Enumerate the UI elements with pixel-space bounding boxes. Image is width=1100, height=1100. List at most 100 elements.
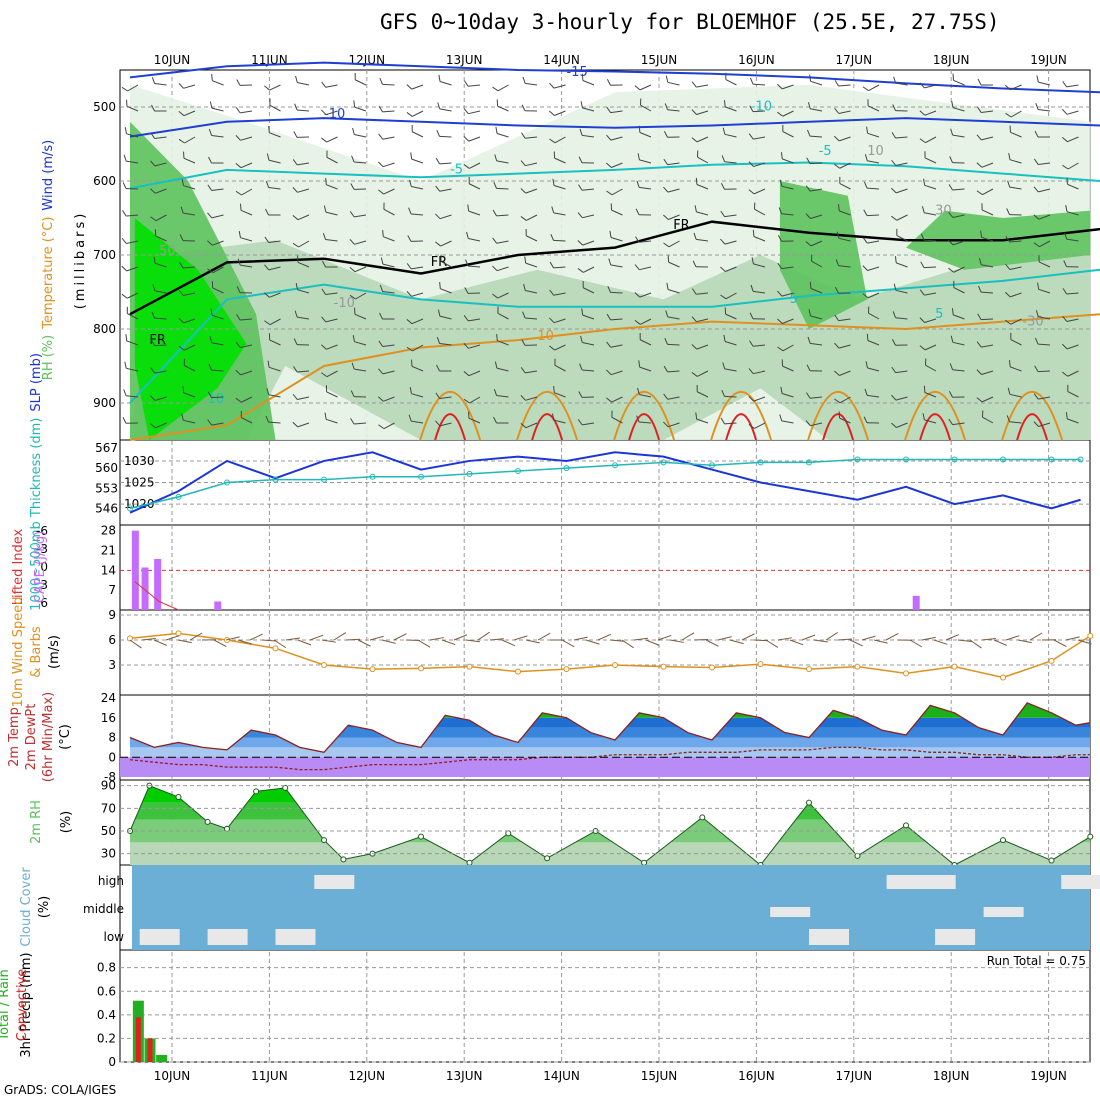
wind-barb [265, 181, 281, 190]
legend-item: Lifted Index [11, 528, 26, 605]
wind-barb [493, 182, 509, 190]
wind-barb-flag [636, 180, 640, 188]
y-tick-thickness: 546 [95, 501, 118, 515]
wind-barb [1007, 180, 1022, 190]
wind-barb-flag [435, 241, 441, 247]
cape-bar [131, 530, 139, 610]
wind-barb-flag [1036, 75, 1039, 83]
wind-barb [492, 237, 509, 244]
wind-barb [981, 203, 994, 216]
wind-barb [640, 98, 652, 112]
precip-total-bar [156, 1054, 168, 1062]
wind-barb-flag [581, 73, 584, 81]
wind-barb-staff [382, 344, 395, 347]
wind-barb [950, 128, 965, 138]
wind-10m-barb [609, 639, 624, 642]
wind-barb-staff [525, 235, 538, 242]
wind-barb [468, 177, 481, 190]
wind-barb [806, 129, 823, 138]
wind-barb [240, 410, 253, 424]
wind-barb-flag [236, 286, 241, 293]
wind-barb-staff [1067, 370, 1079, 377]
wind-barb-staff [781, 292, 794, 297]
wind-barb [577, 266, 595, 273]
wind-barb-flag [805, 213, 811, 219]
wind-barb [549, 136, 566, 144]
wind-barb [1066, 177, 1079, 190]
wind-barb-flag [891, 159, 897, 166]
wind-barb-flag [809, 281, 812, 289]
wind-barb-flag [406, 263, 412, 270]
wind-barb-staff [867, 292, 880, 299]
y-tick-cape: 7 [108, 583, 116, 597]
wind-barb-flag [553, 385, 555, 393]
wind-barb [580, 335, 595, 346]
wind-barb [835, 259, 851, 268]
wind-barb [235, 341, 253, 348]
wind-10m-barb [441, 639, 456, 646]
wind-barb [237, 258, 253, 268]
wind-barb [725, 72, 737, 86]
rh-point [1048, 857, 1055, 864]
wind-barb-flag [577, 212, 583, 219]
wind-barb-flag [409, 387, 412, 394]
wind-barb [891, 214, 908, 221]
wind-barb-staff [154, 162, 167, 167]
wind-barb-staff [183, 419, 196, 424]
contour-label: FR [431, 255, 448, 270]
wind-barb-flag [920, 261, 925, 268]
thickness-point [515, 468, 521, 474]
wind-barb [183, 358, 196, 372]
wind-barb-flag [122, 210, 127, 217]
wind-barb-staff [953, 79, 965, 86]
wind-barb [435, 240, 452, 247]
wind-barb [520, 367, 538, 374]
wind-barb [1062, 136, 1079, 143]
wind-barb [748, 133, 766, 140]
wind-barb-staff [354, 79, 367, 86]
wind-barb-flag [1037, 282, 1040, 290]
wind-barb-staff [297, 214, 310, 221]
wind-barb [122, 182, 139, 190]
wind-10m-barb [657, 634, 672, 641]
wind-barb-flag [353, 100, 356, 108]
wind-barb-staff [952, 341, 965, 346]
wind-barb-flag [777, 262, 783, 269]
wind-barb-flag [352, 127, 355, 135]
wind-barb [663, 214, 680, 220]
contour-label: FR [673, 218, 690, 233]
wind-barb-staff [154, 396, 167, 401]
wind-barb-flag [183, 358, 185, 366]
wind-barb [463, 162, 481, 169]
wind-barb-flag [292, 393, 298, 400]
contour-label: 10 [867, 144, 884, 159]
wind-barb-staff [354, 240, 367, 245]
wind-barb [894, 256, 908, 268]
cape-bar [141, 567, 149, 610]
wind-barb [748, 188, 766, 195]
wind-10m-barb [1065, 636, 1080, 641]
wind-barb-flag [525, 229, 527, 236]
wind-barb [125, 334, 139, 346]
wind-barb-flag [463, 315, 469, 322]
wind-barb-flag [524, 256, 527, 264]
wind-barb-flag [209, 101, 213, 109]
wind-10m-barb [261, 639, 277, 642]
wind-barb [321, 288, 338, 295]
wind-barb-flag [1006, 208, 1010, 215]
wind-speed-point [563, 666, 570, 673]
thickness-point [903, 456, 909, 463]
wind-barb [496, 333, 509, 346]
wind-barb-staff [439, 108, 452, 112]
wind-barb-flag [151, 311, 155, 319]
wind-barb-flag [122, 182, 127, 189]
wind-barb-flag [839, 176, 841, 184]
wind-barb-flag [435, 213, 441, 220]
wind-barb-flag [382, 229, 384, 237]
wind-barb-flag [182, 386, 185, 393]
wind-barb [636, 415, 652, 424]
wind-barb-staff [496, 367, 509, 372]
wind-10m-barb [537, 632, 551, 641]
wind-barb-staff [354, 161, 367, 164]
wind-barb-flag [411, 125, 413, 132]
